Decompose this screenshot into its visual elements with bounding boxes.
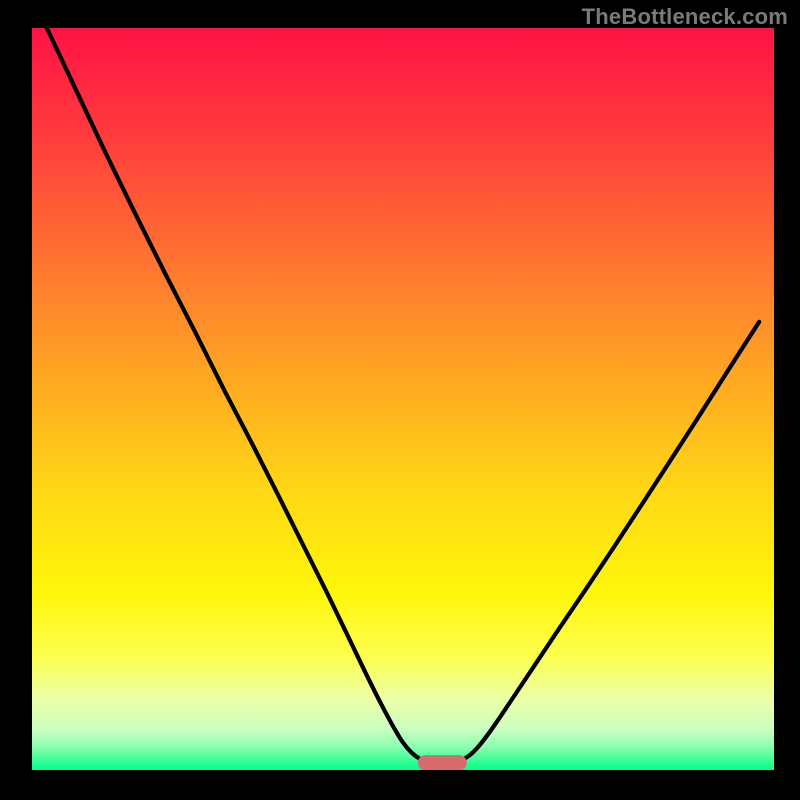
chart-frame: { "meta": { "source_label": "TheBottlene… — [0, 0, 800, 800]
watermark-label: TheBottleneck.com — [582, 4, 788, 30]
bottleneck-curve-chart — [0, 0, 800, 800]
optimal-marker — [418, 755, 467, 770]
plot-background — [32, 28, 774, 770]
